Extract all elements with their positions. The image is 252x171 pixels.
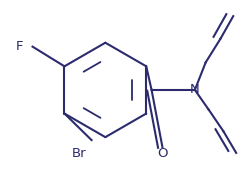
Text: N: N xyxy=(189,83,199,96)
Text: F: F xyxy=(16,40,24,53)
Text: O: O xyxy=(156,147,167,160)
Text: Br: Br xyxy=(71,147,86,160)
